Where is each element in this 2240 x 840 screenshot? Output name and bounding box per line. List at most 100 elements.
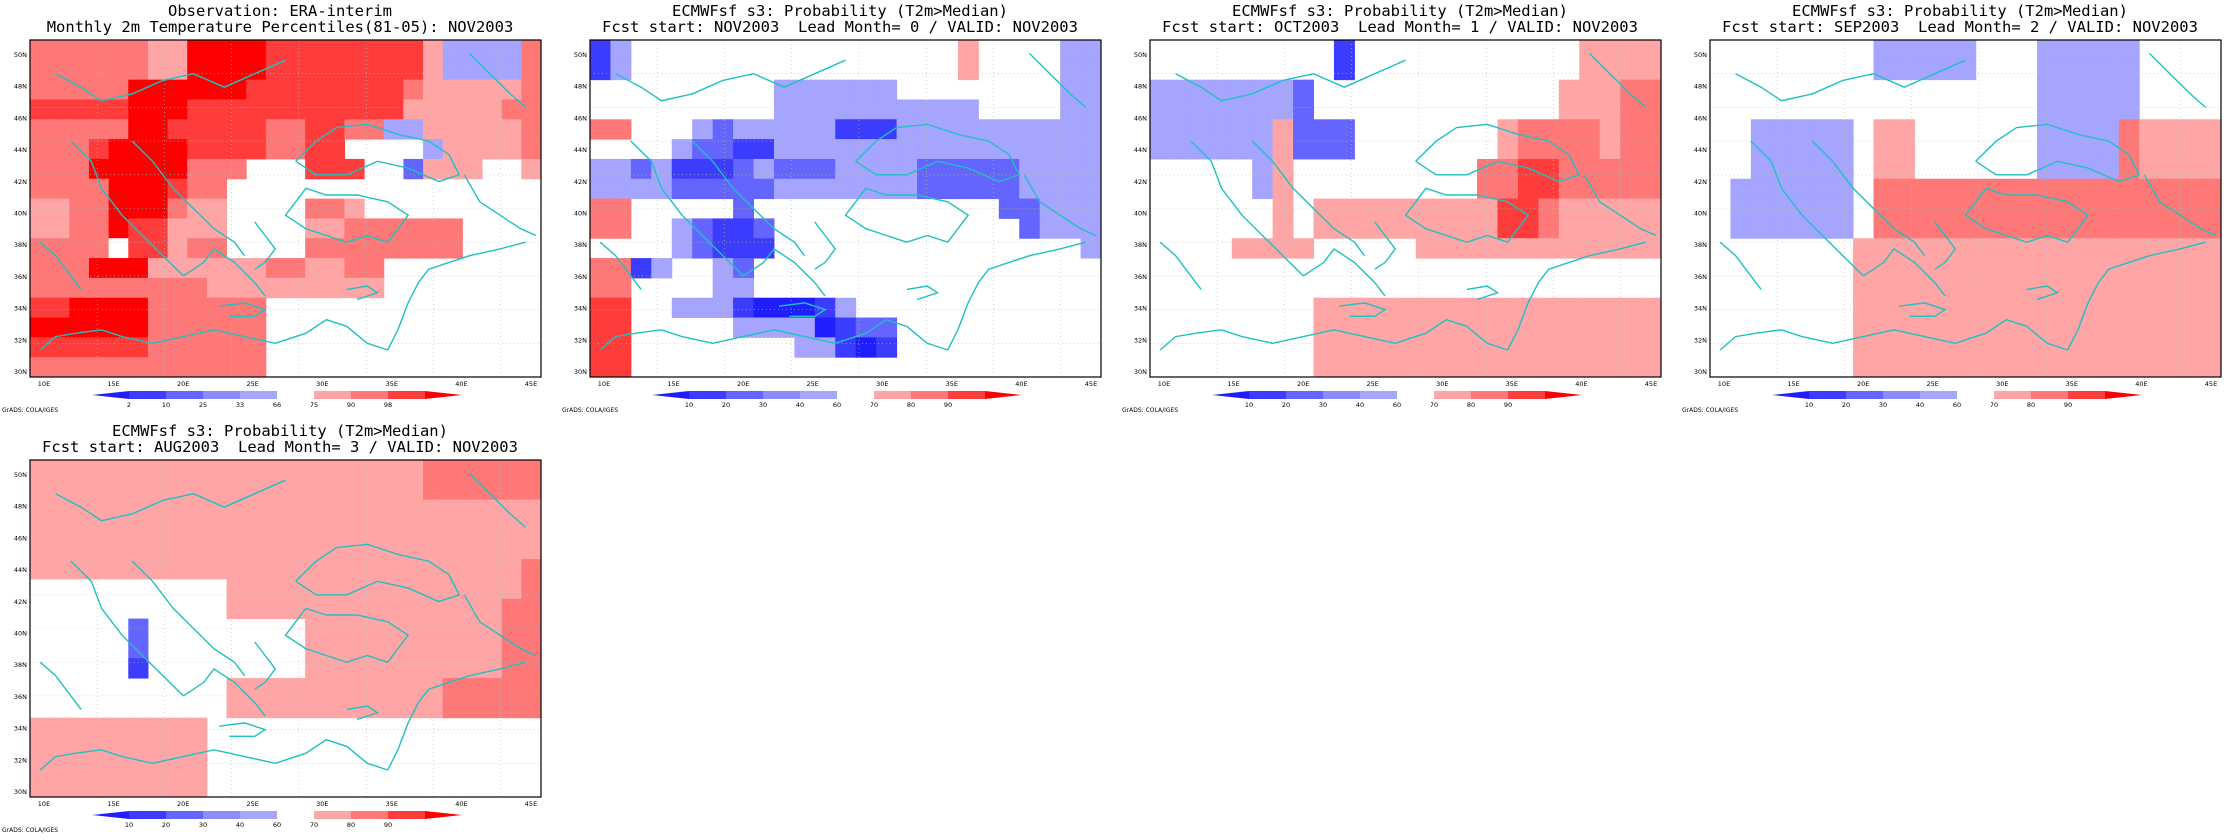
grid-cell [1538,218,1560,239]
grid-cell [896,158,918,180]
y-tick-label: 38N [574,241,587,249]
grid-cell [1791,158,1813,180]
grid-cell [187,717,208,739]
grid-cell [206,519,228,540]
grid-cell [324,578,345,600]
grid-cell [1873,59,1895,81]
grid-cell [2037,238,2058,259]
grid-cell [1272,178,1294,200]
grid-cell [1517,178,1539,200]
grid-cell [501,119,522,140]
grid-cell [482,638,503,659]
grid-cell [88,559,110,580]
grid-cell [998,139,1020,160]
grid-cell [590,218,611,239]
grid-cell [2159,357,2181,378]
grid-cell [1354,198,1376,219]
grid-cell [49,460,70,481]
grid-cell [1832,198,1854,219]
grid-cell [794,317,816,338]
grid-cell [1832,158,1854,180]
grid-cell [1599,238,1621,259]
grid-cell [501,578,522,600]
grid-cell [187,559,208,580]
coastline [906,285,940,301]
grid-cell [49,539,70,560]
legend-label: 20 [722,401,730,409]
grid-cell [147,357,169,378]
coastline [469,53,527,108]
grid-cell [1538,238,1560,259]
grid-cell [49,337,70,358]
map-panel: ECMWFsf s3: Probability (T2m>Median) Fcst… [0,420,560,840]
grid-cell [733,258,755,279]
x-tick-label: 30E [316,800,328,808]
grid-cell [1599,40,1621,61]
grid-cell [712,218,734,239]
grid-cell [462,638,483,659]
grid-cell [957,59,979,81]
grid-cell [1517,218,1539,239]
x-tick-label: 15E [667,380,679,388]
grid-cell [49,258,70,279]
x-tick-label: 35E [386,800,398,808]
grid-cell [1080,119,1102,140]
grid-cell [442,158,463,180]
grid-cell [896,139,918,160]
legend-label: 80 [1467,401,1475,409]
grid-cell [108,218,129,239]
y-tick-label: 42N [1694,178,1707,186]
grid-cell [265,258,286,279]
grid-cell [383,40,404,61]
grid-cell [69,297,90,319]
y-tick-label: 44N [574,146,587,154]
grid-cell [2159,119,2181,140]
grid-cell [423,460,444,481]
grid-cell [1873,357,1895,378]
grid-cell [206,539,228,560]
grid-cell [324,40,345,61]
grid-cell [30,218,51,239]
grid-cell [305,678,326,699]
grid-cell [147,717,169,739]
panel-title: ECMWFsf s3: Probability (T2m>Median) [1792,2,2128,20]
grid-cell [2077,99,2099,120]
grid-cell [610,178,632,200]
grid-cell [610,198,632,219]
grid-cell [1893,198,1915,219]
grid-cell [147,297,169,319]
legend-label: 2 [127,401,131,409]
grid-cell [978,158,1000,180]
map-panel: ECMWFsf s3: Probability (T2m>Median) Fcst… [1680,0,2240,420]
grid-cell [1975,258,1997,279]
grid-cell [1039,158,1061,180]
grid-cell [2200,218,2222,239]
grid-cell [2180,178,2202,200]
grid-cell [462,578,483,600]
grid-cell [1640,59,1662,81]
grid-cell [1893,258,1915,279]
grid-cell [167,559,188,580]
grid-cell [364,258,385,279]
grid-cell [671,218,693,239]
x-tick-label: 15E [107,380,119,388]
grid-cell [521,697,542,719]
grid-cell [108,717,129,739]
grid-cell [1374,198,1396,219]
grid-cell [590,119,611,140]
grid-cell [265,697,286,719]
coastline [1811,140,1926,257]
grid-cell [108,337,129,358]
grid-cell [324,59,345,81]
coastline [1404,187,1530,244]
grid-cell [226,519,247,540]
grid-cell [2180,337,2202,358]
grid-cell [521,618,542,639]
grid-cell [226,277,247,299]
grid-cell [1558,218,1580,239]
grid-cell [69,40,90,61]
grid-cell [1313,357,1335,378]
grid-cell [442,460,463,481]
grid-cell [206,59,228,81]
grid-cell [285,598,306,620]
